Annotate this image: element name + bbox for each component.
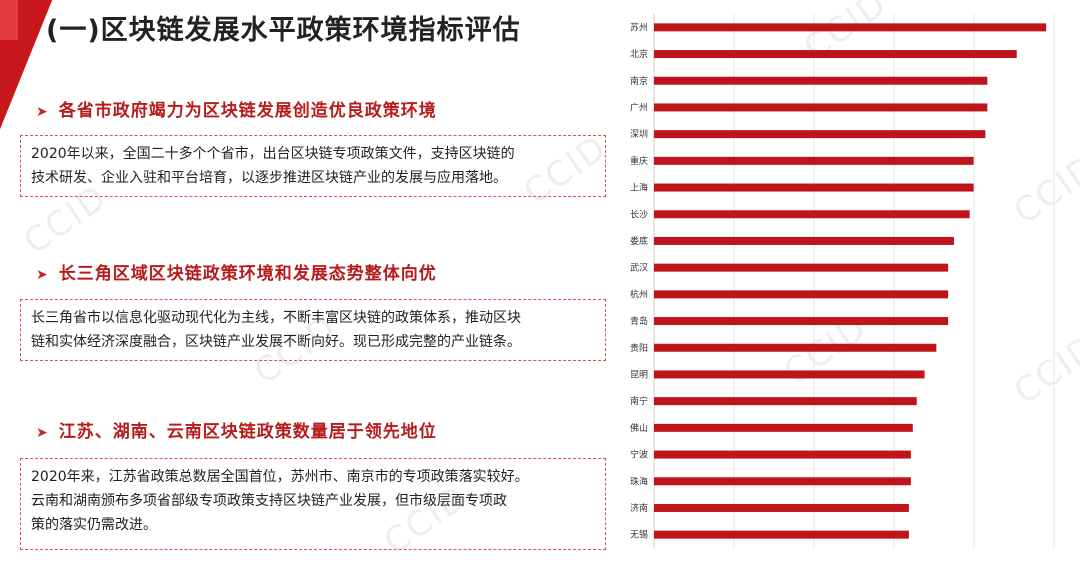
category-label: 珠海 [630,475,648,487]
bar [654,76,988,85]
bar [654,423,913,432]
category-label: 长沙 [630,208,648,220]
bar [654,477,911,486]
bar [654,236,954,245]
bar [654,183,974,192]
arrow-icon: ➤ [36,104,49,120]
category-label: 上海 [630,182,648,194]
category-label: 济南 [630,502,648,514]
category-label: 宁波 [630,449,648,461]
bar [654,130,986,139]
box-line: 链和实体经济深度融合，区块链产业发展不断向好。现已形成完整的产业链条。 [31,334,521,350]
bar [654,397,917,406]
bar [654,50,1017,59]
box-line: 2020年以来，全国二十多个个省市，出台区块链专项政策文件，支持区块链的 [31,146,515,162]
category-label: 无锡 [630,530,648,541]
category-label: 贵阳 [630,342,648,354]
category-label: 武汉 [630,262,648,274]
category-label: 北京 [630,48,648,60]
arrow-icon: ➤ [36,425,49,441]
corner-accent [0,0,18,40]
box-line: 长三角省市以信息化驱动现代化为主线，不断丰富区块链的政策体系，推动区块 [31,310,521,326]
bar [654,317,949,326]
category-label: 杭州 [630,288,648,300]
page-title: (一)区块链发展水平政策环境指标评估 [46,15,521,46]
category-label: 佛山 [630,422,648,434]
bar [654,343,937,352]
bar [654,103,988,112]
box-line: 云南和湖南颁布多项省部级专项政策支持区块链产业发展，但市级层面专项政 [31,493,507,509]
box-line: 策的落实仍需改进。 [31,517,157,533]
category-label: 深圳 [630,129,648,140]
policy-box-3: 2020年来，江苏省政策总数居全国首位，苏州市、南京市的专项政策落实较好。 云南… [20,458,606,550]
category-label: 南宁 [630,395,648,407]
category-label: 南京 [630,75,648,87]
bar [654,370,925,379]
arrow-icon: ➤ [36,267,49,283]
heading-text: 长三角区域区块链政策环境和发展态势整体向优 [58,264,437,284]
box-line: 技术研发、企业入驻和平台培育，以逐步推进区块链产业的发展与应用落地。 [31,170,507,186]
bar [654,156,974,165]
bar [654,263,949,272]
category-label: 苏州 [630,21,648,33]
bar [654,450,911,459]
bar [654,530,909,539]
category-label: 娄底 [630,235,648,247]
heading-text: 江苏、湖南、云南区块链政策数量居于领先地位 [58,422,437,442]
heading-text: 各省市政府竭力为区块链发展创造优良政策环境 [58,101,437,121]
category-label: 青岛 [630,315,648,327]
policy-box-1: 2020年以来，全国二十多个个省市，出台区块链专项政策文件，支持区块链的 技术研… [20,135,606,197]
bar [654,210,970,219]
category-label: 广州 [630,101,648,113]
category-label: 昆明 [630,369,648,380]
bar [654,503,909,512]
section-heading-2: ➤ 长三角区域区块链政策环境和发展态势整体向优 [36,259,437,284]
section-heading-3: ➤ 江苏、湖南、云南区块链政策数量居于领先地位 [36,417,437,442]
bar [654,23,1047,32]
section-heading-1: ➤ 各省市政府竭力为区块链发展创造优良政策环境 [36,96,437,121]
category-label: 重庆 [630,155,648,167]
bar [654,290,949,299]
box-line: 2020年来，江苏省政策总数居全国首位，苏州市、南京市的专项政策落实较好。 [31,469,529,485]
policy-box-2: 长三角省市以信息化驱动现代化为主线，不断丰富区块链的政策体系，推动区块 链和实体… [20,299,606,361]
